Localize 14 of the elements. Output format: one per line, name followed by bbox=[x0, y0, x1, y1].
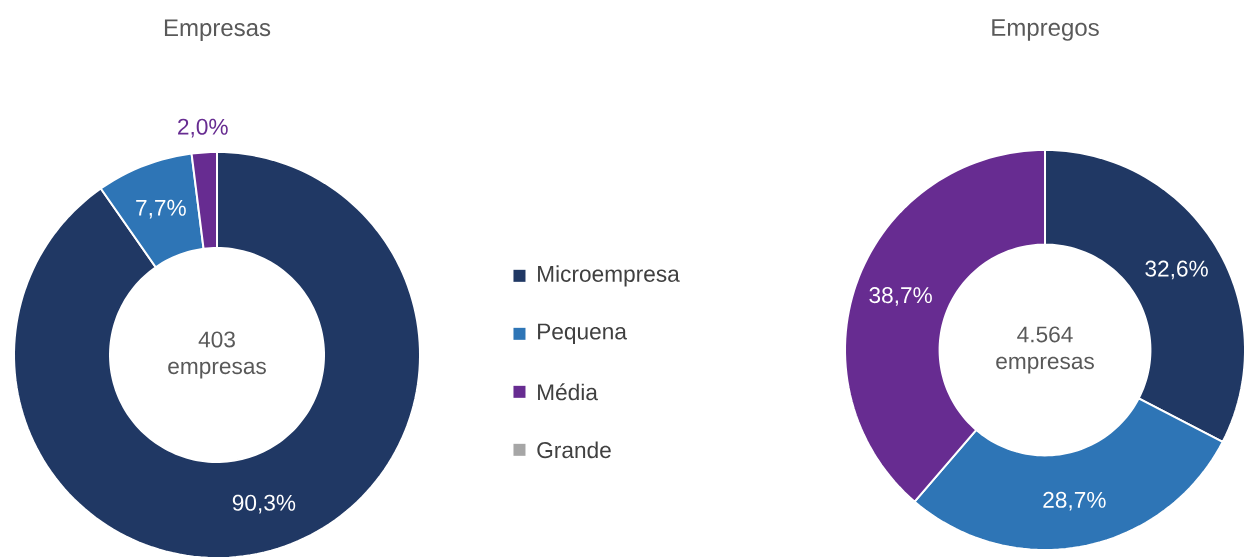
data-label: 2,0% bbox=[178, 118, 228, 138]
legend-label: Média bbox=[538, 383, 598, 401]
data-label: 7,7% bbox=[136, 199, 186, 219]
data-label: 38,7% bbox=[869, 287, 932, 306]
text: 4.564 empresas bbox=[996, 326, 1094, 374]
legend-label: Pequena bbox=[538, 323, 627, 344]
data-label: 28,7% bbox=[1043, 491, 1106, 511]
legend-label: Microempresa bbox=[538, 265, 680, 287]
text: 403 empresas bbox=[168, 331, 266, 379]
chart-title: Empresas bbox=[164, 19, 271, 41]
chart-title: Empregos bbox=[992, 19, 1099, 41]
data-label: 32,6% bbox=[1145, 260, 1208, 280]
data-label: 90,3% bbox=[232, 494, 296, 514]
legend-label: Grande bbox=[537, 441, 611, 459]
